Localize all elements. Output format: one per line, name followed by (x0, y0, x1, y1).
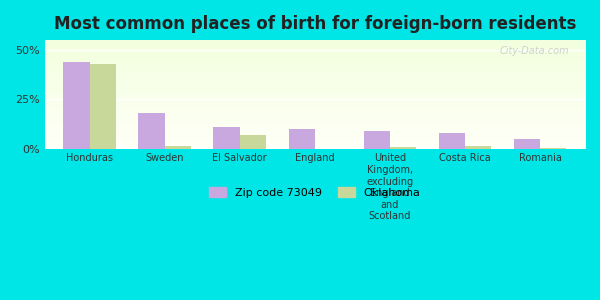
Bar (64, 62, 89, 148)
Title: Most common places of birth for foreign-born residents: Most common places of birth for foreign-… (53, 15, 576, 33)
Text: City-Data.com: City-Data.com (499, 46, 569, 56)
Bar (390, 146, 416, 148)
Bar (289, 129, 315, 148)
Bar (439, 133, 465, 148)
Bar (89, 64, 116, 148)
Bar (139, 113, 164, 148)
Bar (465, 146, 491, 148)
Bar (164, 146, 191, 148)
Bar (514, 139, 540, 148)
Bar (364, 131, 390, 148)
Legend: Zip code 73049, Oklahoma: Zip code 73049, Oklahoma (205, 183, 425, 203)
Bar (214, 127, 240, 148)
Bar (240, 135, 266, 148)
